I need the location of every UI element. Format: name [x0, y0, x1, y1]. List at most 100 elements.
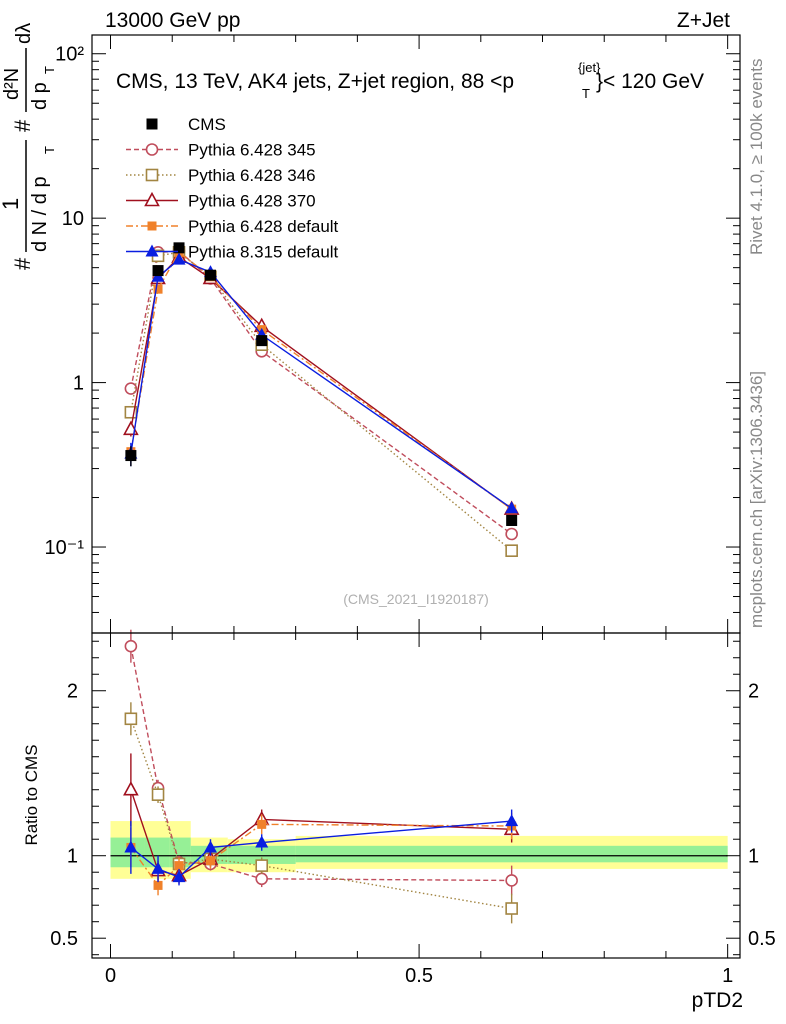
ratio-point-p346: [124, 712, 138, 726]
plot-title: CMS, 13 TeV, AK4 jets, Z+jet region, 88 …: [116, 60, 704, 101]
series-pdef: [126, 247, 517, 514]
legend-label-p345: Pythia 6.428 345: [188, 141, 316, 160]
point-p345: [124, 382, 138, 395]
series-line-p346: [130, 251, 513, 552]
ratio-point-p8: [151, 861, 165, 874]
point-cms: [256, 335, 268, 347]
axes: 0 0.5 1 10⁻¹ 1 10 10² 0.5 0.5 1 1 2 2: [45, 35, 776, 987]
point-cms: [506, 514, 518, 526]
ylabel-den2: d p: [29, 82, 51, 110]
point-cms: [152, 265, 164, 277]
series-p370: [123, 248, 520, 515]
ylabel-hash: #: [10, 257, 35, 270]
ratio-point-pdef: [153, 880, 163, 890]
x-tick-label: 1: [722, 965, 733, 987]
ratio-point-p8: [124, 840, 138, 853]
ratio-series: [123, 629, 520, 924]
point-p345: [505, 527, 518, 541]
plot-title-sub: T: [582, 86, 590, 101]
y-tick-label: 10: [62, 208, 84, 230]
ratio-point-p345: [255, 872, 269, 886]
ylabel-one: 1: [0, 198, 23, 210]
ratio-point-p8: [255, 835, 269, 848]
mcplots-label: mcplots.cern.ch [arXiv:1306.3436]: [747, 371, 766, 628]
ratio-y-tick-label-right: 2: [748, 681, 759, 703]
header-left: 13000 GeV pp: [105, 9, 240, 32]
ratio-point-p346: [255, 859, 269, 872]
ratio-series-p346: [124, 702, 518, 924]
ylabel-denom: d N / d p: [29, 176, 51, 252]
plot-title-main: CMS, 13 TeV, AK4 jets, Z+jet region, 88 …: [116, 70, 514, 93]
point-cms: [125, 450, 137, 462]
ratio-ylabel: Ratio to CMS: [22, 744, 41, 845]
point-pdef: [153, 284, 163, 294]
series-cms: [125, 242, 518, 526]
x-axis-label: pTD2: [692, 989, 743, 1012]
series-line-p370: [130, 256, 513, 510]
legend-label-p346: Pythia 6.428 346: [188, 166, 316, 185]
ratio-bands: [110, 821, 728, 879]
legend-label-p370: Pythia 6.428 370: [188, 192, 316, 211]
series-line-p8: [130, 258, 513, 509]
band-green-5: [295, 845, 728, 863]
ratio-point-p8: [172, 870, 186, 883]
ratio-point-pdef: [174, 861, 184, 871]
point-p346: [505, 544, 518, 557]
ratio-line-p345: [130, 646, 512, 882]
rivet-label: Rivet 4.1.0, ≥ 100k events: [747, 59, 766, 255]
legend-label-pdef: Pythia 6.428 default: [188, 217, 339, 236]
ratio-frame: [91, 632, 741, 959]
legend-label-cms: CMS: [188, 115, 226, 134]
y-tick-label: 1: [73, 373, 84, 395]
series-p8: [124, 252, 519, 514]
y-tick-label: 10²: [55, 44, 84, 66]
ratio-y-tick-label-right: 1: [748, 846, 759, 868]
series-p345: [124, 244, 518, 541]
legend-item-p370: Pythia 6.428 370: [126, 192, 316, 211]
ratio-line-p8: [130, 820, 512, 878]
legend-label-p8: Pythia 8.315 default: [188, 243, 339, 262]
y-tick-label: 10⁻¹: [45, 537, 85, 559]
legend-marker-pdef: [147, 221, 157, 231]
plot-title-tail: }< 120 GeV: [596, 70, 704, 93]
legend-item-p346: Pythia 6.428 346: [126, 166, 316, 185]
point-p346: [124, 405, 138, 419]
ratio-point-p8: [505, 814, 519, 827]
series-p346: [124, 246, 518, 557]
ylabel-denom-sub: T: [42, 146, 57, 154]
point-p8: [505, 501, 519, 514]
ratio-point-p346: [151, 788, 165, 801]
point-cms: [204, 269, 216, 281]
band-green-4: [227, 845, 296, 864]
analysis-watermark: (CMS_2021_I1920187): [343, 591, 489, 607]
legend-item-p345: Pythia 6.428 345: [126, 141, 316, 160]
legend-marker-p8: [145, 244, 159, 257]
x-tick-label: 0: [105, 965, 116, 987]
legend-marker-p370: [144, 191, 160, 207]
ratio-y-tick-label: 2: [67, 681, 78, 703]
ratio-point-p8: [203, 840, 217, 853]
header-right: Z+Jet: [677, 9, 730, 32]
ratio-series-p8: [124, 809, 519, 886]
legend-marker-cms: [146, 118, 158, 130]
legend-marker-p346: [145, 168, 159, 182]
ratio-point-p345: [124, 639, 138, 653]
plot-title-sup: {jet}: [578, 60, 601, 75]
series-line-p345: [130, 250, 513, 535]
x-tick-label: 0.5: [405, 965, 433, 987]
ratio-point-pdef: [205, 856, 215, 866]
ylabel-dlambda: dλ: [13, 23, 35, 44]
ylabel-den2-sub: T: [42, 66, 57, 74]
legend-marker-p345: [145, 143, 159, 156]
ratio-line-p370: [130, 789, 512, 877]
ratio-y-tick-label: 0.5: [50, 928, 78, 950]
ratio-point-pdef: [257, 819, 267, 829]
point-p8: [172, 252, 186, 265]
series-line-pdef: [130, 251, 513, 510]
legend-item-cms: CMS: [146, 115, 226, 134]
ylabel-num2: d²N: [1, 68, 23, 100]
ratio-point-p370: [123, 781, 139, 796]
point-cms: [173, 242, 185, 254]
ratio-y-tick-label: 1: [67, 846, 78, 868]
